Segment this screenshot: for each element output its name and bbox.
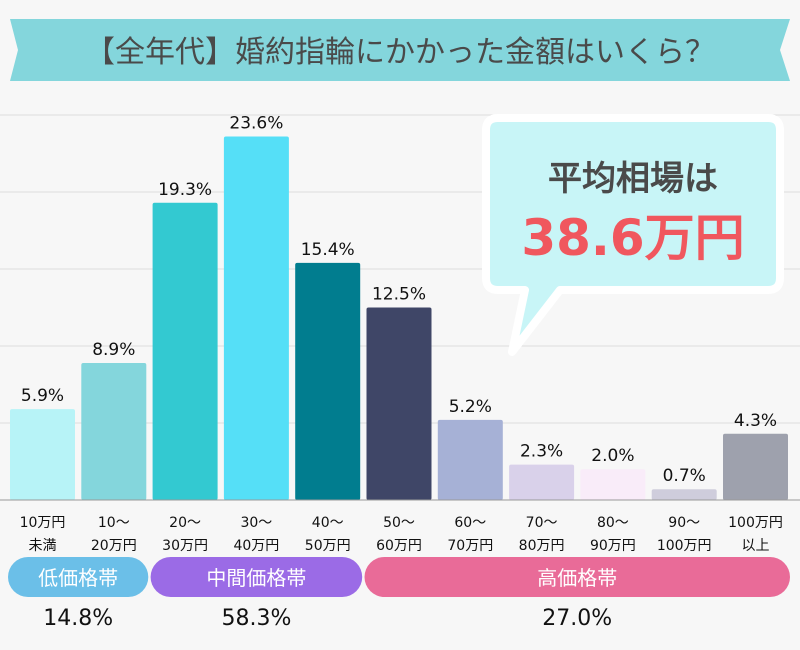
bar [651, 489, 717, 500]
bar [509, 464, 575, 500]
x-tick-label: 30万円 [162, 538, 208, 554]
x-tick-label: 30〜 [240, 515, 272, 531]
bar [295, 262, 361, 500]
x-tick-label: 未満 [29, 538, 57, 554]
x-tick-label: 80〜 [597, 515, 629, 531]
price-group-pill [150, 557, 363, 597]
x-tick-label: 70〜 [526, 515, 558, 531]
bars: 5.9% 8.9% 19.3% 23.6% 15.4% 12.5% 5.2% 2.3% 2.0%… [0, 114, 800, 501]
bar [81, 362, 147, 500]
bar [10, 409, 75, 500]
x-tick-label: 80万円 [519, 538, 565, 554]
title-banner: 【全年代】婚約指輪にかかった金額はいくら？ [10, 19, 790, 81]
bar-value-label: 15.4% [301, 240, 355, 260]
bar-value-label: 5.2% [449, 397, 492, 417]
x-tick-label: 20〜 [169, 515, 201, 531]
bar [223, 136, 289, 500]
x-tick-label: 90〜 [668, 515, 700, 531]
x-tick-label: 100万円 [657, 538, 712, 554]
title-ribbon [10, 19, 790, 81]
bar-value-label: 4.3% [734, 411, 777, 431]
bar [152, 202, 218, 500]
bar-value-label: 2.0% [591, 446, 634, 466]
x-tick-label: 40万円 [233, 538, 279, 554]
x-tick-label: 40〜 [312, 515, 344, 531]
x-tick-label: 100万円 [728, 515, 783, 531]
x-tick-label: 50万円 [305, 538, 351, 554]
bar-value-label: 5.9% [21, 386, 64, 406]
bar-value-label: 12.5% [372, 285, 426, 305]
bar-value-label: 19.3% [158, 180, 212, 200]
price-groups: 低価格帯 14.8% 中間価格帯 58.3% 高価格帯 27.0% [8, 557, 790, 631]
bar [723, 433, 788, 500]
bar-value-label: 0.7% [663, 466, 706, 486]
bar [580, 469, 646, 500]
price-group-share: 14.8% [43, 606, 113, 631]
price-group-label: 低価格帯 [38, 566, 118, 590]
x-tick-label: 60〜 [454, 515, 486, 531]
x-tick-label: 10〜 [98, 515, 130, 531]
bar-value-label: 2.3% [520, 442, 563, 462]
price-group-label: 中間価格帯 [206, 566, 306, 590]
price-group-pill [364, 557, 790, 597]
x-tick-label: 20万円 [91, 538, 137, 554]
x-tick-label: 90万円 [590, 538, 636, 554]
callout-label: 平均相場は [548, 159, 718, 199]
average-callout: 平均相場は 38.6万円 [482, 114, 784, 356]
price-group-label: 高価格帯 [537, 566, 617, 590]
x-tick-label: 60万円 [376, 538, 422, 554]
price-group-pill [8, 557, 149, 597]
bar [366, 307, 432, 500]
price-group-share: 27.0% [542, 606, 612, 631]
speech-bubble [482, 114, 784, 356]
bar [437, 419, 503, 500]
x-tick-label: 70万円 [447, 538, 493, 554]
price-group-share: 58.3% [221, 606, 291, 631]
x-tick-label: 50〜 [383, 515, 415, 531]
bar-value-label: 23.6% [229, 114, 283, 134]
x-tick-label: 以上 [742, 538, 770, 554]
chart-title: 【全年代】婚約指輪にかかった金額はいくら？ [85, 35, 715, 70]
callout-value: 38.6万円 [521, 209, 744, 267]
x-tick-label: 10万円 [20, 515, 66, 531]
bar-value-label: 8.9% [92, 340, 135, 360]
